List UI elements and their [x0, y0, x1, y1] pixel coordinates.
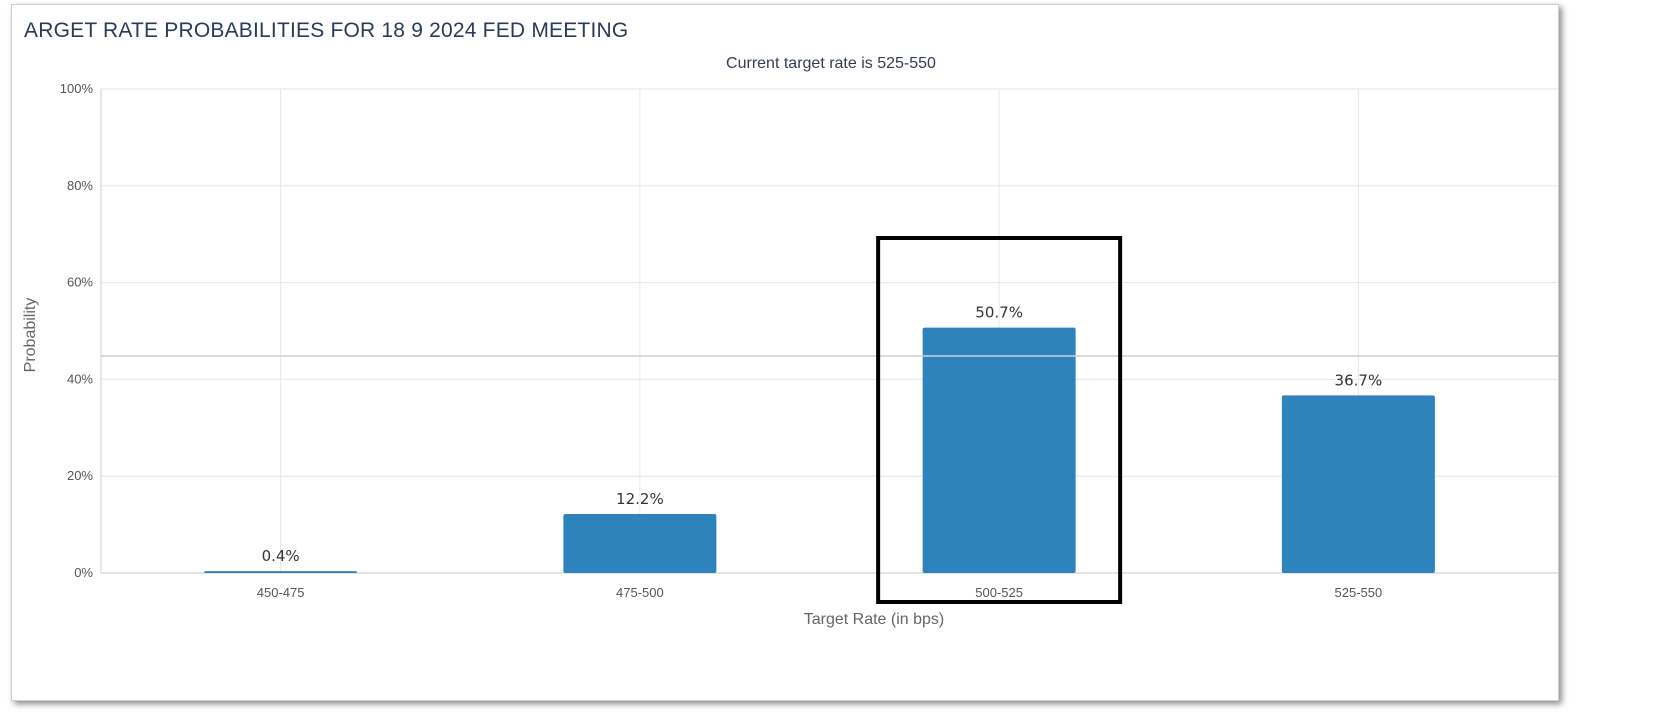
bar-450-475 [204, 571, 358, 573]
chart-frame: ARGET RATE PROBABILITIES FOR 18 9 2024 F… [11, 4, 1559, 701]
y-tick-label: 100% [60, 81, 94, 96]
chart-subtitle: Current target rate is 525-550 [726, 55, 936, 72]
highlight-box [876, 236, 1123, 604]
chart-title: ARGET RATE PROBABILITIES FOR 18 9 2024 F… [24, 19, 629, 42]
x-tick-label: 525-550 [1335, 585, 1383, 600]
bar-475-500 [563, 513, 717, 573]
y-tick-label: 60% [67, 275, 93, 290]
y-tick-label: 0% [74, 565, 93, 580]
data-label: 50.7% [975, 304, 1023, 322]
y-axis-label: Probability [22, 298, 39, 373]
x-tick-label: 450-475 [257, 585, 305, 600]
bars-layer [204, 327, 1435, 573]
labels-layer: 0% 20% 40% 60% 80% 100% 0.4% 450-475 12.2% 475-50… [60, 81, 1382, 600]
x-tick-label: 500-525 [975, 585, 1023, 600]
y-tick-label: 40% [67, 371, 93, 386]
x-axis-label: Target Rate (in bps) [804, 611, 945, 628]
y-tick-label: 80% [67, 178, 93, 193]
bar-chart: 0% 20% 40% 60% 80% 100% 0.4% 450-475 12.2% 475-50… [22, 55, 1558, 628]
y-tick-label: 20% [67, 468, 93, 483]
data-label: 12.2% [616, 490, 664, 508]
data-label: 36.7% [1335, 371, 1383, 389]
bar-500-525 [922, 327, 1076, 573]
data-label: 0.4% [262, 547, 300, 565]
bar-525-550 [1281, 395, 1435, 573]
x-tick-label: 475-500 [616, 585, 664, 600]
